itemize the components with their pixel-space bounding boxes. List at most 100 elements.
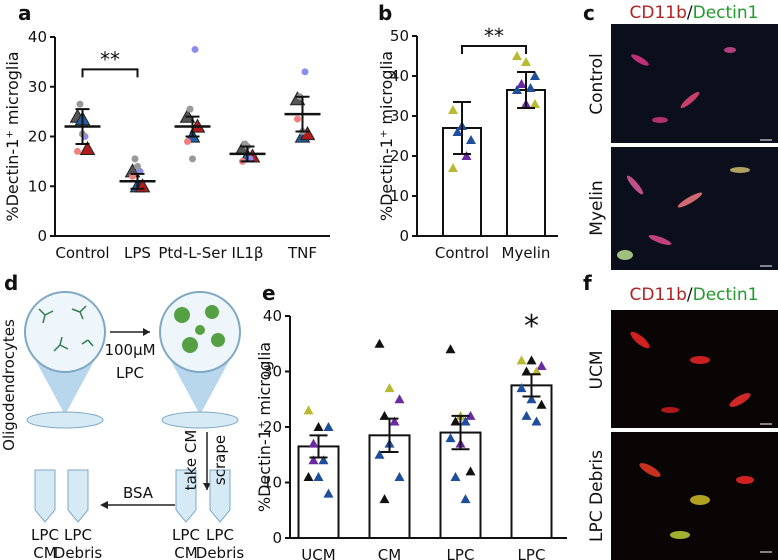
error-bar (451, 414, 470, 451)
x-tick-label: IL1β (232, 244, 264, 262)
diagram (24, 291, 241, 523)
data-point (448, 105, 458, 114)
data-point (379, 494, 390, 504)
data-point (313, 471, 324, 481)
tube-label: Debris (196, 544, 245, 560)
tube-label: CM (33, 544, 56, 560)
stain-sep: / (687, 3, 693, 23)
significance: ** (484, 24, 504, 48)
data-point (536, 360, 547, 370)
data-point (452, 127, 463, 136)
y-tick-label: 10 (28, 177, 47, 195)
diagram-label: 100µM (104, 341, 155, 359)
data-point (460, 416, 471, 426)
data-point (460, 494, 471, 504)
data-point (134, 162, 141, 170)
data-point (79, 140, 96, 156)
x-tick-label: LPS (124, 244, 151, 262)
panel-letter: c (583, 1, 595, 25)
stain: Dectin1 (693, 3, 759, 23)
panel-letter: b (378, 1, 392, 25)
data-point (448, 163, 458, 172)
error-bar (453, 101, 471, 155)
stain-sep: / (687, 285, 693, 305)
data-point (521, 57, 531, 66)
data-point (184, 137, 191, 145)
data-point (526, 394, 537, 404)
image-label: UCM (587, 351, 607, 390)
data-point (303, 471, 314, 481)
y-tick-label: 10 (390, 187, 409, 205)
y-tick-label: 20 (263, 418, 282, 436)
y-tick-label: 40 (390, 67, 409, 85)
bar (506, 89, 546, 237)
chart: %Dectin-1⁺ microglia010203040UCMCMLPCCML… (255, 307, 567, 560)
y-tick-label: 40 (263, 307, 282, 325)
y-tick-label: 20 (28, 128, 47, 146)
diagram-label: Oligodendrocytes (0, 319, 18, 451)
data-point (186, 105, 194, 113)
data-point (445, 344, 456, 354)
data-point (301, 68, 309, 76)
data-point (131, 155, 139, 163)
data-point (374, 449, 385, 459)
y-axis-label: %Dectin-1⁺ microglia (255, 342, 274, 512)
image-label: LPC Debris (587, 450, 607, 542)
data-point (313, 422, 324, 431)
panel-title: CD11b/Dectin1 (630, 285, 759, 305)
tube-label: CM (174, 544, 197, 560)
data-point (323, 422, 334, 431)
data-point (189, 155, 196, 163)
data-point (466, 135, 476, 144)
diagram-label: BSA (123, 484, 154, 502)
data-point (536, 399, 547, 409)
data-point (450, 416, 461, 426)
x-tick-label: CM (378, 546, 401, 560)
significance-bracket (81, 68, 139, 78)
data-point (74, 147, 81, 155)
data-point (465, 466, 476, 476)
data-point (531, 416, 542, 426)
error-bar (517, 71, 535, 109)
image-label: Myelin (587, 180, 607, 235)
bar (368, 434, 411, 540)
data-point (394, 394, 405, 404)
tube-label: LPC (31, 526, 59, 544)
significance-bracket (461, 45, 527, 54)
x-tick-label: LPC (447, 546, 475, 560)
y-tick-label: 0 (272, 529, 282, 547)
data-point (191, 45, 199, 53)
y-tick-label: 10 (263, 474, 282, 492)
y-tick-label: 20 (390, 147, 409, 165)
bar (510, 384, 553, 539)
micrograph (611, 24, 778, 270)
x-tick-label: Control (55, 244, 109, 262)
data-point (526, 355, 537, 365)
panel-letter: a (18, 1, 32, 25)
data-point (525, 83, 536, 92)
tube-label: LPC (206, 526, 234, 544)
panel-title: CD11b/Dectin1 (630, 3, 759, 23)
significance: ** (100, 47, 120, 71)
x-tick-label: LPC (518, 546, 546, 560)
tube-label: Debris (54, 544, 103, 560)
data-point (516, 383, 527, 393)
error-bar (380, 417, 399, 453)
tube-label: LPC (172, 526, 200, 544)
data-point (323, 488, 334, 498)
data-point (450, 471, 461, 481)
data-point (445, 433, 456, 443)
data-point (516, 79, 527, 88)
data-point (530, 71, 540, 80)
y-tick-label: 30 (28, 78, 47, 96)
y-axis-label: %Dectin-1⁺ microglia (377, 51, 396, 221)
stain: CD11b (630, 3, 687, 23)
panel-letter: f (583, 271, 592, 295)
data-point (374, 338, 385, 348)
data-point (521, 366, 532, 376)
data-point (384, 383, 395, 393)
data-point (76, 100, 84, 108)
panel-letter: e (262, 281, 276, 305)
chart: %Dectin-1⁺ microglia 0 10 20 30 40 Control LPS P… (3, 28, 330, 262)
